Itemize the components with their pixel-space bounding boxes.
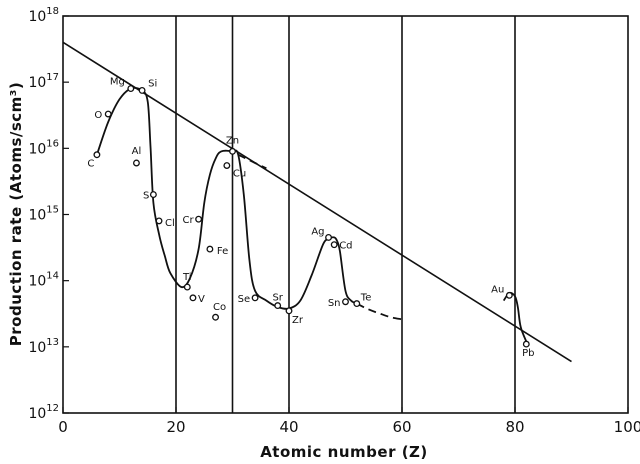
y-axis-title: Production rate (Atoms/scm³) bbox=[7, 82, 25, 346]
element-label-zr: Zr bbox=[292, 315, 304, 326]
data-point-cl bbox=[155, 217, 163, 225]
x-axis-title: Atomic number (Z) bbox=[260, 443, 428, 461]
element-label-s: S bbox=[143, 191, 149, 202]
data-point-c bbox=[93, 151, 101, 159]
x-tick-label: 100 bbox=[614, 418, 640, 436]
element-label-cr: Cr bbox=[183, 215, 195, 226]
y-tick-label: 1018 bbox=[28, 6, 59, 25]
data-point-te bbox=[353, 300, 361, 308]
y-tick-label: 1014 bbox=[28, 271, 59, 290]
element-label-pb: Pb bbox=[522, 348, 534, 359]
element-label-o: O bbox=[94, 110, 102, 121]
x-tick-label: 80 bbox=[505, 418, 524, 436]
element-label-fe: Fe bbox=[217, 246, 228, 257]
y-tick-label: 1015 bbox=[28, 205, 59, 224]
x-tick-label: 20 bbox=[166, 418, 185, 436]
element-label-sr: Sr bbox=[272, 293, 283, 304]
plot-area: 0 20 40 60 80 100 1012 1013 1014 1015 1016 1017 1018… bbox=[28, 6, 640, 436]
data-point-zr bbox=[285, 307, 293, 315]
y-tick-label: 1016 bbox=[28, 138, 59, 157]
data-point-o bbox=[104, 110, 112, 118]
data-point-s bbox=[149, 191, 157, 199]
element-label-se: Se bbox=[238, 294, 251, 305]
element-label-au: Au bbox=[491, 284, 504, 295]
element-label-mg: Mg bbox=[110, 77, 125, 88]
x-tick-label: 40 bbox=[279, 418, 298, 436]
element-label-te: Te bbox=[360, 293, 372, 304]
data-point-al bbox=[132, 159, 140, 167]
y-tick-label: 1017 bbox=[28, 72, 59, 91]
element-label-cd: Cd bbox=[339, 241, 352, 252]
data-point-pb bbox=[522, 340, 530, 348]
plot-frame bbox=[62, 15, 629, 414]
production-curve-1 bbox=[96, 87, 358, 310]
data-point-cr bbox=[195, 215, 203, 223]
element-label-co: Co bbox=[213, 302, 226, 313]
data-point-sr bbox=[274, 302, 282, 310]
x-tick-label: 0 bbox=[58, 418, 68, 436]
y-tick-label: 1012 bbox=[28, 403, 59, 422]
data-point-ag bbox=[325, 233, 332, 241]
data-point-cd bbox=[330, 241, 338, 249]
element-label-ag: Ag bbox=[311, 226, 324, 237]
x-tick-label: 60 bbox=[392, 418, 411, 436]
data-point-cu bbox=[223, 162, 231, 169]
production-curve-2 bbox=[356, 302, 403, 321]
element-label-c: C bbox=[87, 159, 94, 170]
element-label-cu: Cu bbox=[233, 169, 246, 180]
data-point-zn bbox=[229, 147, 236, 155]
data-point-si bbox=[138, 86, 146, 94]
element-label-sn: Sn bbox=[328, 298, 341, 309]
data-point-co bbox=[212, 313, 219, 321]
data-point-mg bbox=[127, 85, 135, 93]
trend-line bbox=[62, 41, 572, 363]
element-label-v: V bbox=[198, 294, 205, 305]
data-point-sn bbox=[342, 298, 349, 306]
data-point-ti bbox=[183, 283, 191, 291]
y-tick-label: 1013 bbox=[28, 337, 59, 356]
data-point-fe bbox=[206, 245, 214, 253]
element-label-zn: Zn bbox=[226, 135, 239, 146]
production-curve-3 bbox=[237, 153, 267, 170]
element-label-si: Si bbox=[148, 78, 157, 89]
data-point-au bbox=[505, 291, 513, 299]
element-label-ti: Ti bbox=[182, 272, 192, 283]
data-point-se bbox=[251, 294, 259, 302]
element-label-cl: Cl bbox=[165, 218, 175, 229]
data-point-v bbox=[189, 294, 197, 302]
element-label-al: Al bbox=[132, 146, 142, 157]
